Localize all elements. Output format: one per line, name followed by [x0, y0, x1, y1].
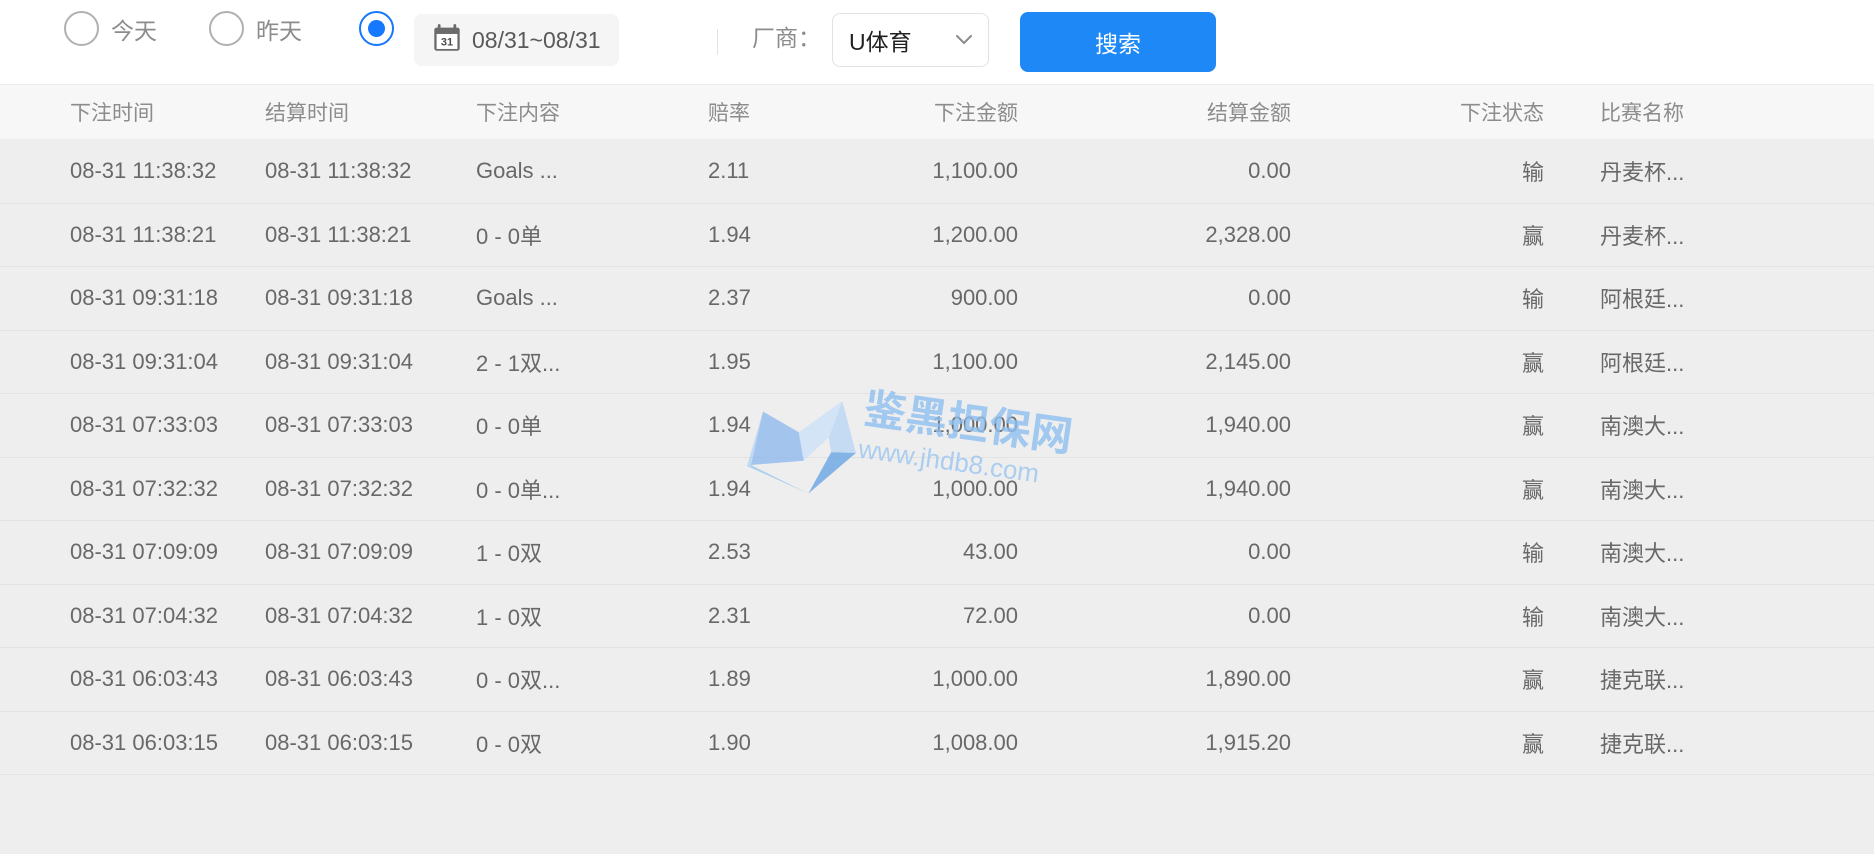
svg-text:31: 31 — [441, 36, 453, 48]
